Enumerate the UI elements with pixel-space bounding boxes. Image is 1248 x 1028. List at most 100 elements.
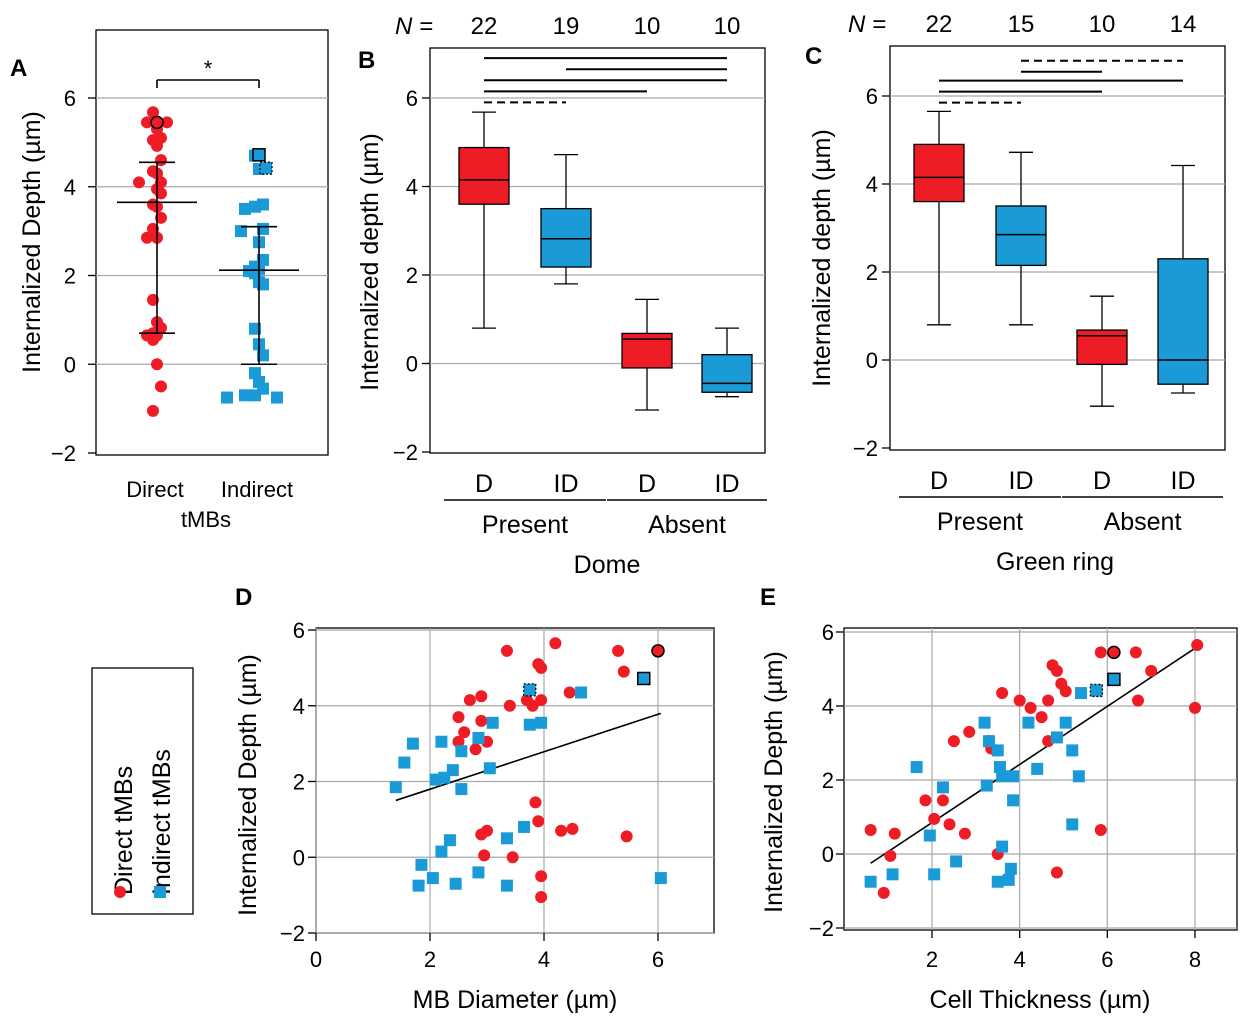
y-tick-label: 0 <box>64 352 76 377</box>
y-tick-label: 6 <box>822 620 834 645</box>
direct-point <box>928 812 941 825</box>
direct-point <box>147 333 159 346</box>
box-category-label: D <box>475 470 493 498</box>
trend-line <box>870 646 1198 864</box>
highlight-indirect-dotted-point <box>523 683 537 697</box>
significance-star: * <box>204 56 213 81</box>
indirect-point <box>991 875 1004 888</box>
direct-point <box>919 794 932 807</box>
box-category-label: ID <box>554 470 579 498</box>
direct-point <box>155 211 167 224</box>
y-tick-label: 4 <box>293 694 305 719</box>
indirect-point <box>500 879 513 892</box>
x-tick-label: 6 <box>1101 947 1113 972</box>
direct-point <box>475 714 488 727</box>
panel-a-letter: A <box>10 55 27 82</box>
highlight-direct-point <box>1107 645 1121 660</box>
highlight-indirect-point <box>1107 672 1121 687</box>
direct-point <box>452 711 465 724</box>
indirect-point <box>249 389 261 402</box>
direct-point <box>888 827 901 840</box>
direct-point <box>1024 701 1037 714</box>
direct-point <box>526 699 539 712</box>
c-y-axis-title: Internalized depth (µm) <box>808 129 836 387</box>
indirect-point <box>1072 770 1085 783</box>
highlight-direct-point <box>150 115 164 130</box>
box-iqr <box>458 146 510 205</box>
b-y-axis-title: Internalized depth (µm) <box>356 133 384 391</box>
indirect-point <box>910 761 923 774</box>
y-tick-label: 4 <box>406 175 418 200</box>
box-category-label: ID <box>715 470 740 498</box>
direct-point <box>463 694 476 707</box>
indirect-point <box>654 872 667 885</box>
y-tick-label: 6 <box>293 618 305 643</box>
d-x-axis-title: MB Diameter (µm) <box>413 986 618 1014</box>
x-tick-label: 2 <box>926 947 938 972</box>
indirect-point <box>950 855 963 868</box>
legend: Direct tMBs Indirect tMBs <box>91 667 194 915</box>
highlight-indirect-dotted-point <box>1089 683 1104 698</box>
direct-point <box>500 644 513 657</box>
x-tick-label: 6 <box>652 947 664 972</box>
n-count: 22 <box>926 11 953 38</box>
indirect-point <box>455 745 468 758</box>
box-iqr <box>995 205 1047 267</box>
indirect-point <box>443 834 456 847</box>
indirect-point <box>483 762 496 775</box>
indirect-point <box>435 735 448 748</box>
indirect-point <box>412 879 425 892</box>
direct-point <box>478 849 491 862</box>
n-count: 10 <box>1089 11 1116 38</box>
direct-point <box>503 699 516 712</box>
direct-point <box>147 106 159 119</box>
y-tick-label: 4 <box>866 172 878 197</box>
direct-point <box>1129 646 1142 659</box>
direct-point <box>147 404 159 417</box>
indirect-point <box>993 761 1006 774</box>
direct-point <box>1035 711 1048 724</box>
n-count: 14 <box>1170 11 1197 38</box>
direct-point <box>535 661 548 674</box>
direct-point <box>535 891 548 904</box>
direct-point <box>1013 694 1026 707</box>
direct-point <box>1094 646 1107 659</box>
indirect-point <box>426 872 439 885</box>
indirect-point <box>398 756 411 769</box>
indirect-point <box>1066 818 1079 831</box>
direct-point <box>1050 866 1063 879</box>
direct-point <box>481 824 493 837</box>
direct-point <box>161 116 173 129</box>
indirect-point <box>389 781 402 794</box>
legend-direct-marker <box>114 886 126 898</box>
box-iqr <box>701 353 753 393</box>
indirect-point <box>535 716 548 729</box>
panel-a-significance: * <box>156 56 260 88</box>
x-tick-label: 4 <box>1014 947 1026 972</box>
x-tick-label: 2 <box>424 947 436 972</box>
indirect-point <box>239 202 251 215</box>
indirect-point <box>449 877 462 890</box>
indirect-point <box>978 716 991 729</box>
direct-point <box>147 293 159 306</box>
indirect-point <box>1004 862 1017 875</box>
y-tick-label: 0 <box>822 842 834 867</box>
box-iqr <box>1157 258 1209 385</box>
a-x-axis-title: tMBs <box>181 507 231 532</box>
trend-line <box>395 712 662 802</box>
direct-point <box>612 644 625 657</box>
direct-point <box>947 735 960 748</box>
panel-c-frame <box>889 45 1226 451</box>
indirect-point <box>271 391 283 404</box>
group-label: Present <box>937 508 1023 536</box>
direct-point <box>549 637 562 650</box>
direct-point <box>452 735 465 748</box>
indirect-point <box>1031 762 1044 775</box>
y-tick-label: 2 <box>406 263 418 288</box>
panel-a-frame <box>95 29 329 456</box>
panel-a: A −2 0 2 4 6 * Direct Indirect tMBs Internal… <box>10 29 329 532</box>
y-tick-label: −2 <box>280 921 305 946</box>
indirect-point <box>936 781 949 794</box>
indirect-point <box>575 686 588 699</box>
